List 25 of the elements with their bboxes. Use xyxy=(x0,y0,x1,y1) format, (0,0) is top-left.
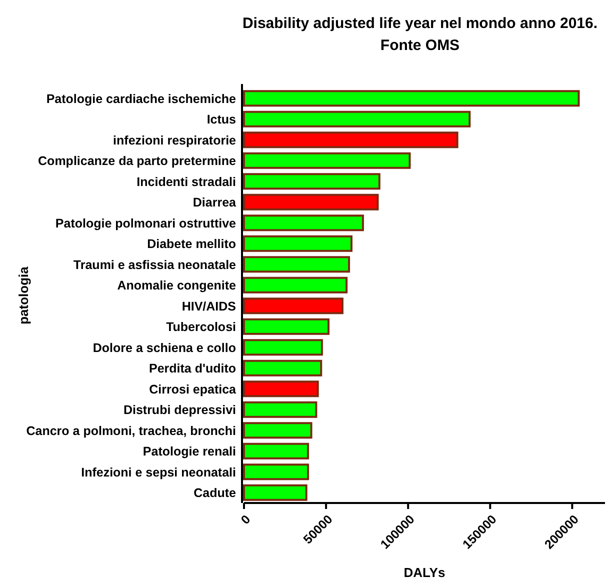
y-tick-label: Cirrosi epatica xyxy=(149,382,238,396)
y-tick-label: Patologie cardiache ischemiche xyxy=(46,92,236,106)
y-tick-label: HIV/AIDS xyxy=(182,299,236,314)
y-tick-label: Diabete mellito xyxy=(147,237,236,251)
y-axis-title: patologia xyxy=(16,266,31,324)
y-tick-label: infezioni respiratorie xyxy=(113,133,236,148)
y-tick-label: Infezioni e sepsi neonatali xyxy=(81,465,236,480)
y-tick-label: Ictus xyxy=(206,112,236,126)
chart-title: Disability adjusted life year nel mondo anno 2016. xyxy=(242,15,598,32)
chart-subtitle: Fonte OMS xyxy=(380,37,460,54)
y-tick-label: Tubercolosi xyxy=(166,320,236,334)
y-tick-label: Cancro a polmoni, trachea, bronchi xyxy=(26,424,236,438)
y-tick-label: Anomalie congenite xyxy=(117,278,236,292)
y-tick-label: Patologie renali xyxy=(142,444,236,458)
y-tick-label: Cadute xyxy=(194,486,236,500)
x-axis-title: DALYs xyxy=(404,565,446,580)
y-tick-label: Incidenti stradali xyxy=(136,174,236,189)
y-tick-label: Diarrea xyxy=(192,196,238,210)
y-tick-label: Perdita d'udito xyxy=(149,362,236,376)
y-tick-label: Complicanze da parto pretermine xyxy=(38,154,236,168)
y-tick-label: Patologie polmonari ostruttive xyxy=(55,216,236,230)
x-tick-label: 0 xyxy=(238,512,254,528)
y-tick-label: Distrubi depressivi xyxy=(123,403,236,417)
y-tick-label: Dolore a schiena e collo xyxy=(92,340,236,355)
y-tick-label: Traumi e asfissia neonatale xyxy=(73,258,236,272)
